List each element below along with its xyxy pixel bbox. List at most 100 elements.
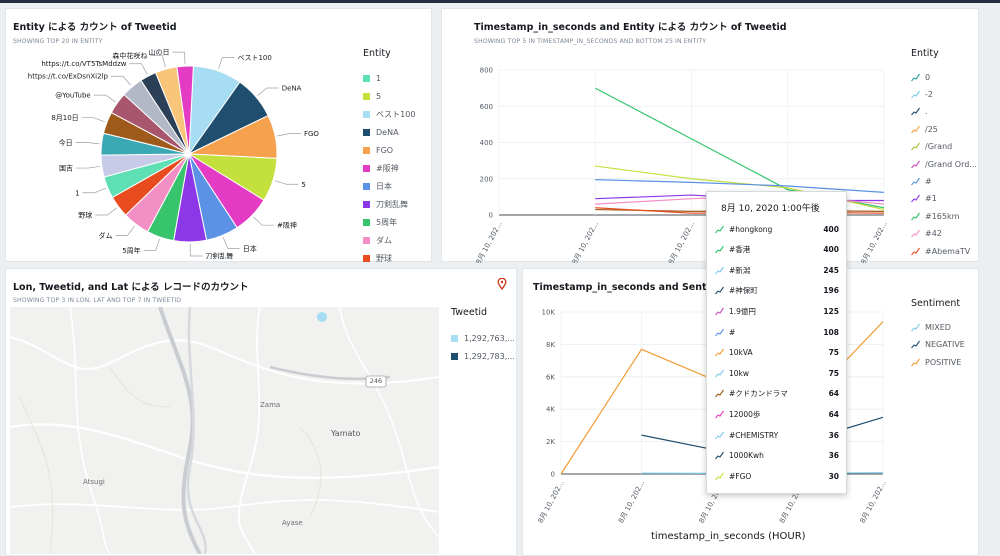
tooltip-row-value: 108 bbox=[823, 327, 839, 337]
legend-swatch bbox=[363, 110, 370, 118]
y-tick-label: 4K bbox=[546, 406, 555, 414]
pie-leader-line bbox=[75, 142, 100, 145]
tooltip-row-value: 196 bbox=[823, 286, 839, 296]
tooltip-row: #hongkong 400 bbox=[715, 222, 839, 236]
legend-swatch bbox=[363, 200, 370, 208]
legend-item[interactable]: 日本 bbox=[363, 180, 392, 192]
map-canvas[interactable]: 246 Zama Yamato Atsugi Ayase bbox=[10, 307, 439, 554]
legend-label: #1 bbox=[925, 194, 937, 204]
legend-label: 刀剣乱舞 bbox=[376, 199, 408, 209]
legend-label: 1 bbox=[376, 73, 382, 83]
pie-slice-label: 森中花咲ね bbox=[112, 51, 147, 60]
legend-item[interactable]: #阪神 bbox=[363, 162, 399, 174]
legend-item[interactable]: /25 bbox=[911, 123, 938, 135]
tooltip-row-value: 245 bbox=[823, 265, 839, 275]
legend-item[interactable]: ベスト100 bbox=[363, 108, 415, 120]
pie-slice-label: 野球 bbox=[78, 211, 92, 220]
legend-item[interactable]: /Grand Ord... bbox=[911, 158, 977, 170]
legend-label: . bbox=[925, 107, 928, 117]
legend-item[interactable]: FGO bbox=[363, 144, 393, 156]
line-swatch-icon bbox=[911, 323, 920, 331]
x-axis-label: timestamp_in_seconds (HOUR) bbox=[651, 531, 806, 542]
place-label: Zama bbox=[260, 401, 281, 409]
legend-item[interactable]: 1,292,783,... bbox=[451, 350, 515, 362]
line-swatch-icon bbox=[715, 451, 724, 460]
series-line[interactable] bbox=[595, 179, 885, 193]
line-swatch-icon bbox=[911, 73, 920, 81]
legend-title: Tweetid bbox=[451, 307, 488, 318]
legend-item[interactable]: #AbemaTV bbox=[911, 245, 970, 257]
y-tick-label: 0 bbox=[551, 471, 555, 479]
legend-item[interactable]: DeNA bbox=[363, 126, 399, 138]
legend-item[interactable]: NEGATIVE bbox=[911, 339, 965, 351]
line-swatch-icon bbox=[911, 142, 920, 151]
legend-item[interactable]: 5 bbox=[363, 90, 381, 102]
pie-leader-line bbox=[115, 225, 136, 236]
legend-item[interactable]: 0 bbox=[911, 71, 930, 83]
legend-swatch bbox=[363, 182, 370, 190]
legend-item[interactable]: #1 bbox=[911, 193, 937, 205]
line-swatch-icon bbox=[715, 307, 724, 316]
tooltip-row: #108 bbox=[715, 325, 839, 339]
legend-item[interactable]: # bbox=[911, 175, 932, 187]
pie-slice-label: 5周年 bbox=[122, 246, 140, 255]
legend-item[interactable]: POSITIVE bbox=[911, 356, 961, 368]
place-label: Ayase bbox=[282, 519, 303, 527]
legend-item[interactable]: #165km bbox=[911, 210, 959, 222]
tooltip-header: 8月 10, 2020 1:00午後 bbox=[721, 204, 820, 214]
legend-item[interactable]: 刀剣乱舞 bbox=[363, 198, 408, 210]
legend-swatch bbox=[363, 146, 370, 154]
legend-swatch bbox=[363, 128, 370, 136]
tooltip-row-name: 1000Kwh bbox=[729, 451, 764, 461]
legend-label: 5 bbox=[376, 91, 382, 101]
legend-item[interactable]: 1,292,763,... bbox=[451, 332, 515, 344]
line-swatch-icon bbox=[715, 286, 724, 295]
tooltip-row-name: # bbox=[729, 327, 736, 337]
tooltip-row: 10kVA 75 bbox=[715, 346, 839, 360]
legend-item[interactable]: -2 bbox=[911, 88, 933, 100]
pie-slice-label: 日本 bbox=[243, 244, 257, 253]
pie-slice[interactable] bbox=[176, 65, 194, 155]
legend-label: # bbox=[925, 176, 932, 186]
legend-label: ベスト100 bbox=[376, 109, 416, 119]
legend-swatch bbox=[363, 236, 370, 244]
map-pin-icon[interactable] bbox=[497, 278, 507, 290]
line-swatch-icon bbox=[715, 225, 724, 233]
pie-slice-label: #阪神 bbox=[277, 221, 297, 230]
tooltip-row-value: 125 bbox=[823, 306, 839, 316]
pie-leader-line bbox=[110, 75, 132, 86]
tooltip-row: #イナヤ…30 bbox=[715, 490, 839, 493]
legend-item[interactable]: #42 bbox=[911, 228, 942, 240]
legend-item[interactable]: 野球 bbox=[363, 252, 392, 264]
tooltip-row-name: #クドカンドラマ bbox=[729, 389, 788, 399]
pie-leader-line bbox=[95, 207, 118, 216]
tooltip-row-name: 1.9億円 bbox=[729, 306, 756, 316]
panel-title: Timestamp_in_seconds and Entity による カウント… bbox=[474, 22, 787, 33]
line-swatch-icon bbox=[911, 107, 920, 116]
legend-item[interactable]: /Grand bbox=[911, 141, 952, 153]
legend-item[interactable]: MIXED bbox=[911, 321, 951, 333]
tooltip-row-name: 10kw bbox=[729, 368, 750, 378]
line-swatch-icon bbox=[715, 431, 724, 439]
map-point[interactable] bbox=[317, 312, 327, 322]
legend-item[interactable]: 1 bbox=[363, 72, 381, 84]
pie-leader-line bbox=[93, 94, 116, 103]
tooltip-row-name: 10kVA bbox=[729, 348, 753, 358]
tooltip-row: 12000歩 64 bbox=[715, 407, 839, 421]
x-tick-label: 8月 10, 202... bbox=[617, 479, 646, 524]
legend-item[interactable]: ダム bbox=[363, 234, 392, 246]
place-label: Yamato bbox=[331, 429, 361, 438]
tooltip-row: 1.9億円 125 bbox=[715, 304, 839, 318]
panel-subtitle: SHOWING TOP 5 IN TIMESTAMP_IN_SECONDS AN… bbox=[474, 38, 707, 45]
x-tick-label: 8月 10, 202... bbox=[571, 220, 600, 263]
pie-leader-line bbox=[253, 216, 275, 226]
pie-slice-label: https://t.co/VT5TsMddzw bbox=[41, 60, 126, 68]
legend-item[interactable]: 5周年 bbox=[363, 216, 397, 228]
legend-item[interactable]: . bbox=[911, 106, 928, 118]
tooltip-row-name: #CHEMISTRY bbox=[729, 430, 779, 440]
panel-subtitle: SHOWING TOP 3 IN LON, LAT AND TOP 7 IN T… bbox=[13, 297, 182, 304]
chart-tooltip: 8月 10, 2020 1:00午後 #hongkong 400 #香港 400 #新潟… bbox=[706, 191, 847, 494]
x-tick-label: 8月 10, 202... bbox=[475, 220, 504, 263]
pie-slice-label: 刀剣乱舞 bbox=[205, 251, 233, 259]
